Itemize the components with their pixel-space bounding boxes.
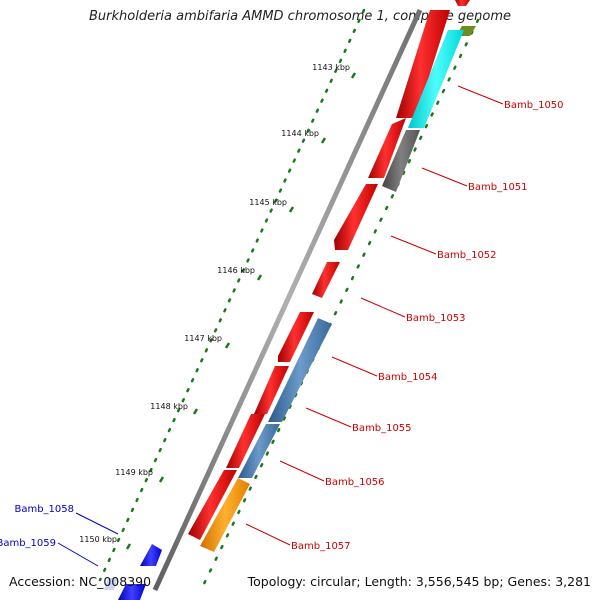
gene-bamb-1058 [140, 544, 162, 566]
gene-bamb-1050 [408, 30, 464, 128]
genome-summary: Topology: circular; Length: 3,556,545 bp… [247, 574, 591, 589]
gene-label-bamb-1052: Bamb_1052 [437, 250, 497, 261]
gene-bamb-1056 [238, 424, 280, 478]
map-title: Burkholderia ambifaria AMMD chromosome 1… [88, 9, 512, 24]
label-leaders [57, 85, 504, 567]
gene-top-red [455, 0, 470, 6]
accession-label: Accession: NC_008390 [9, 574, 152, 589]
scale-label: 1145 kbp [249, 198, 287, 207]
gene-label-bamb-1055: Bamb_1055 [352, 423, 412, 434]
scale-label: 1150 kbp [79, 535, 117, 544]
gc-skew-track [198, 18, 480, 594]
gene-light-fragment [104, 578, 118, 590]
forward-genes [188, 10, 450, 540]
gene-label-bamb-1057: Bamb_1057 [291, 541, 351, 552]
gene-bamb-1057 [200, 478, 250, 552]
gene-bamb-1059 [118, 584, 146, 600]
gene-arrow [334, 184, 378, 250]
scale-label: 1146 kbp [217, 266, 255, 275]
scale-labels: 1143 kbp 1144 kbp 1145 kbp 1146 kbp 1147… [79, 63, 350, 544]
gene-label-bamb-1054: Bamb_1054 [378, 372, 438, 383]
gene-bamb-1054 [268, 318, 332, 422]
gene-label-bamb-1059: Bamb_1059 [0, 538, 56, 549]
gene-bamb-1051 [382, 130, 420, 192]
gene-arrow [368, 118, 406, 178]
gene-label-bamb-1050: Bamb_1050 [504, 100, 564, 111]
gene-arrow [396, 10, 450, 118]
gene-labels-right: Bamb_1050 Bamb_1051 Bamb_1052 Bamb_1053 … [291, 100, 564, 552]
scale-ticks [125, 72, 357, 550]
gene-arrow [188, 470, 237, 540]
scale-label: 1148 kbp [150, 402, 188, 411]
scale-label: 1144 kbp [281, 129, 319, 138]
gene-arrow [312, 262, 340, 298]
gene-labels-left: Bamb_1058 Bamb_1059 [0, 504, 74, 549]
gene-label-bamb-1056: Bamb_1056 [325, 477, 385, 488]
genome-backbone [152, 8, 423, 592]
scale-label: 1149 kbp [115, 468, 153, 477]
gene-arrow [226, 414, 265, 468]
scale-label: 1147 kbp [184, 334, 222, 343]
gene-label-bamb-1051: Bamb_1051 [468, 182, 528, 193]
gene-label-bamb-1053: Bamb_1053 [406, 313, 466, 324]
gene-arrow [278, 312, 314, 362]
gene-label-bamb-1058: Bamb_1058 [14, 504, 74, 515]
gene-arrow [254, 366, 289, 414]
scale-label: 1143 kbp [312, 63, 350, 72]
